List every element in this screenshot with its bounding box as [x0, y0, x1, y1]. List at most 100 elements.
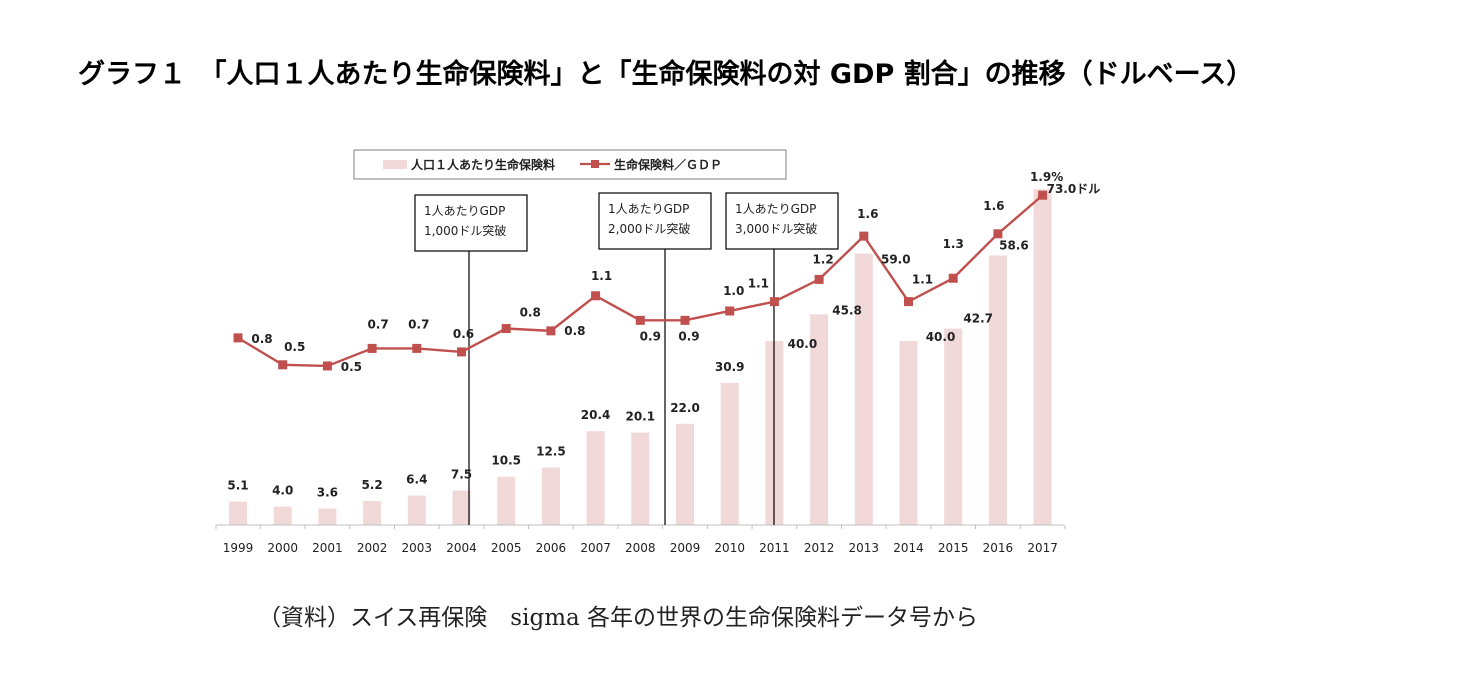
bar-value-label-2008: 20.1 [625, 410, 655, 424]
bar-2005 [497, 476, 516, 525]
bar-value-label-2014: 40.0 [926, 330, 956, 344]
x-tick-label-2005: 2005 [491, 541, 522, 555]
gdp-ratio-marker-2002 [367, 343, 377, 353]
bar-2017 [1033, 189, 1052, 525]
line-value-label-2010: 1.0 [723, 284, 744, 298]
line-value-label-2002: 0.7 [367, 317, 388, 331]
legend-label-bar: 人口１人あたり生命保険料 [411, 157, 555, 172]
data-labels-layer: 5.1 4.0 3.6 5.2 6.4 7.5 10.5 12.5 20.4 20.1 22.0 30… [227, 170, 1100, 499]
gdp-ratio-marker-2007 [591, 291, 601, 301]
line-value-label-2014: 1.1 [912, 273, 933, 287]
legend-bar-swatch [383, 160, 407, 169]
bar-2013 [854, 253, 873, 525]
annotation-text-2004: 1人あたりGDP [424, 204, 505, 218]
annotation-text-2008: 1人あたりGDP [608, 202, 689, 216]
gdp-ratio-marker-2003 [412, 343, 422, 353]
bar-value-label-2009: 22.0 [670, 401, 700, 415]
gdp-ratio-marker-2013 [859, 231, 869, 241]
x-tick-label-2001: 2001 [312, 541, 343, 555]
bar-value-label-2004: 7.5 [451, 468, 472, 482]
gdp-ratio-marker-2001 [322, 361, 332, 371]
x-tick-label-2015: 2015 [938, 541, 969, 555]
line-value-label-2000: 0.5 [284, 340, 305, 354]
x-tick-label-2013: 2013 [849, 541, 880, 555]
bar-2008 [631, 432, 650, 525]
annotation-text-2008: 2,000ドル突破 [608, 221, 690, 236]
bar-2003 [407, 495, 426, 525]
annotation-text-2011: 3,000ドル突破 [735, 221, 817, 236]
line-value-label-2017: 1.9% [1030, 170, 1063, 184]
bar-value-label-2013: 59.0 [881, 253, 911, 267]
x-tick-label-2009: 2009 [670, 541, 701, 555]
gdp-ratio-marker-2010 [725, 306, 735, 316]
x-tick-label-2017: 2017 [1027, 541, 1058, 555]
bar-1999 [229, 501, 247, 525]
line-value-label-1999: 0.8 [251, 332, 272, 346]
gdp-ratio-marker-2017 [1038, 190, 1048, 200]
bar-value-label-2016: 58.6 [999, 238, 1029, 252]
gdp-ratio-marker-2016 [993, 229, 1003, 239]
source-note: （資料）スイス再保険 sigma 各年の世界の生命保険料データ号から [258, 605, 979, 631]
bar-2002 [363, 501, 382, 525]
bar-value-label-2017: 73.0ドル [1047, 182, 1101, 196]
x-tick-label-2000: 2000 [267, 541, 298, 555]
line-value-label-2011: 1.1 [748, 277, 769, 291]
chart-title: グラフ１ 「人口１人あたり生命保険料」と「生命保険料の対 GDP 割合」の推移（… [78, 59, 1254, 90]
gdp-ratio-marker-2006 [546, 326, 556, 336]
line-value-label-2013: 1.6 [857, 207, 878, 221]
x-tick-label-2006: 2006 [536, 541, 567, 555]
line-value-label-2009: 0.9 [678, 329, 699, 343]
x-tick-label-2012: 2012 [804, 541, 835, 555]
x-tick-label-2004: 2004 [446, 541, 477, 555]
gdp-ratio-marker-2009 [680, 315, 690, 325]
line-value-label-2008: 0.9 [640, 329, 661, 343]
gdp-ratio-marker-2015 [948, 273, 958, 283]
x-tick-label-1999: 1999 [223, 541, 254, 555]
bar-2015 [944, 328, 963, 525]
bar-value-label-2000: 4.0 [272, 484, 293, 498]
bar-value-label-2007: 20.4 [581, 408, 611, 422]
line-value-label-2007: 1.1 [591, 269, 612, 283]
annotation-box-2008 [598, 192, 712, 250]
bar-value-label-2011: 40.0 [788, 337, 818, 351]
bar-2009 [676, 423, 694, 525]
gdp-ratio-marker-2011 [769, 297, 779, 307]
bar-2006 [541, 467, 560, 525]
bar-2007 [586, 431, 605, 525]
bars-layer [229, 189, 1052, 525]
bar-value-label-2010: 30.9 [715, 360, 745, 374]
x-tick-label-2011: 2011 [759, 541, 790, 555]
line-value-label-2003: 0.7 [408, 317, 429, 331]
bar-2010 [720, 382, 739, 525]
bar-2014 [899, 341, 918, 525]
bar-value-label-2001: 3.6 [317, 485, 338, 499]
line-value-label-2005: 0.8 [520, 306, 541, 320]
bar-2004 [452, 490, 471, 525]
line-value-label-2015: 1.3 [943, 237, 964, 251]
line-value-label-2016: 1.6 [983, 199, 1004, 213]
line-value-label-2001: 0.5 [341, 360, 362, 374]
bar-value-label-2002: 5.2 [361, 478, 382, 492]
x-tick-label-2016: 2016 [983, 541, 1014, 555]
annotation-text-2004: 1,000ドル突破 [424, 223, 506, 238]
bar-value-label-2006: 12.5 [536, 445, 566, 459]
x-axis: 1999 2000 2001 2002 2003 2004 2005 2006 2007 2008… [215, 524, 1066, 555]
line-value-label-2006: 0.8 [564, 324, 585, 338]
x-tick-label-2010: 2010 [714, 541, 745, 555]
bar-value-label-2012: 45.8 [832, 303, 862, 317]
legend-frame [353, 149, 787, 180]
gdp-ratio-marker-2012 [814, 274, 824, 284]
legend-label-line: 生命保険料／ＧＤＰ [614, 157, 722, 172]
annotation-box-2004 [414, 194, 528, 252]
x-tick-label-2007: 2007 [580, 541, 611, 555]
bar-value-label-1999: 5.1 [227, 479, 248, 493]
line-value-label-2012: 1.2 [812, 252, 833, 266]
bar-2001 [318, 508, 337, 525]
legend-line-marker [591, 160, 599, 168]
legend: 人口１人あたり生命保険料 生命保険料／ＧＤＰ [353, 149, 787, 180]
x-tick-label-2003: 2003 [402, 541, 433, 555]
gdp-ratio-marker-2005 [501, 324, 511, 334]
annotations-layer: 1人あたりGDP 1,000ドル突破 1人あたりGDP 2,000ドル突破 1人あたりG… [414, 192, 839, 525]
chart-canvas: 1999 2000 2001 2002 2003 2004 2005 2006 2007 2008… [215, 149, 1100, 555]
line-value-label-2004: 0.6 [453, 327, 474, 341]
